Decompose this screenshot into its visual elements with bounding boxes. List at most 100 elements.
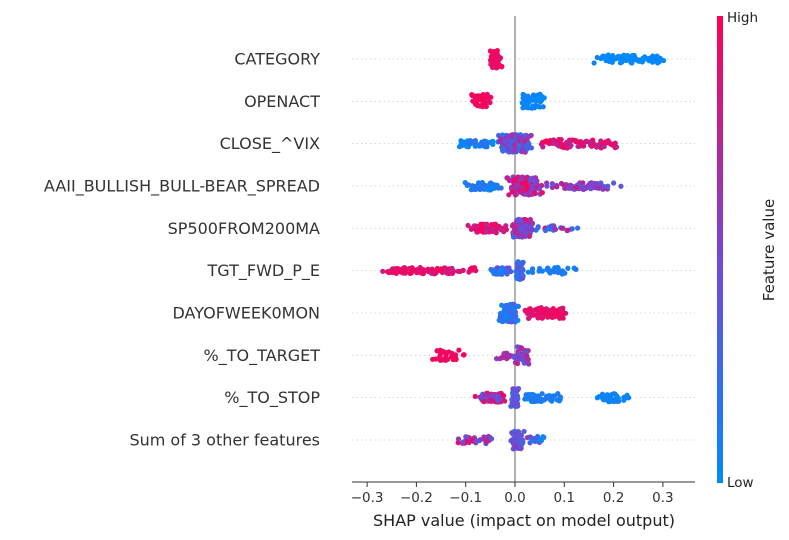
shap-point <box>527 233 533 239</box>
shap-point <box>535 393 541 399</box>
shap-point <box>466 439 472 446</box>
shap-point <box>540 104 546 110</box>
shap-point <box>494 265 500 271</box>
shap-point <box>503 138 509 145</box>
shap-point <box>500 392 507 399</box>
shap-point <box>625 52 631 59</box>
shap-point <box>530 312 536 318</box>
shap-point <box>565 227 571 233</box>
shap-point <box>508 319 515 325</box>
shap-point <box>555 390 561 397</box>
shap-point <box>518 345 525 351</box>
shap-point <box>521 97 527 103</box>
shap-point <box>394 269 401 275</box>
shap-point <box>515 216 522 222</box>
shap-point <box>600 397 606 403</box>
shap-point <box>499 132 506 138</box>
feature-labels: CATEGORY OPENACT CLOSE_^VIX AAII_BULLISH_BU… <box>44 50 320 450</box>
feature-row-points <box>472 386 632 410</box>
shap-point <box>575 143 581 150</box>
colorbar: High Low Feature value <box>717 10 778 491</box>
shap-point <box>521 148 527 154</box>
shap-point <box>521 360 527 366</box>
shap-point <box>525 360 531 366</box>
shap-point <box>568 184 574 190</box>
shap-point <box>539 190 545 196</box>
shap-point <box>530 103 536 109</box>
shap-point <box>456 347 462 353</box>
shap-point <box>573 184 579 191</box>
shap-point <box>446 270 452 277</box>
shap-point <box>544 267 550 273</box>
shap-point <box>417 264 423 271</box>
shap-point <box>557 315 563 321</box>
shap-point <box>519 181 525 187</box>
shap-point <box>525 144 532 150</box>
shap-point <box>610 54 616 60</box>
shap-point <box>525 269 531 275</box>
colorbar-high-label: High <box>727 10 758 26</box>
shap-point <box>474 438 480 444</box>
shap-point <box>531 392 537 398</box>
shap-point <box>493 270 499 276</box>
x-tick-label: −0.1 <box>449 490 482 506</box>
shap-point <box>544 183 550 189</box>
shap-point <box>387 268 393 274</box>
shap-point <box>502 310 508 316</box>
shap-point <box>524 184 530 190</box>
shap-point <box>535 398 541 404</box>
shap-point <box>546 140 552 146</box>
shap-point <box>575 225 581 231</box>
feature-label: CATEGORY <box>234 50 320 69</box>
shap-point <box>545 395 551 401</box>
shap-point <box>532 178 538 184</box>
shap-point <box>611 180 617 186</box>
shap-point <box>573 138 580 144</box>
shap-point <box>612 391 618 397</box>
shap-point <box>500 145 506 151</box>
shap-point <box>494 56 500 62</box>
shap-point <box>504 271 510 277</box>
feature-label: %_TO_TARGET <box>204 346 321 366</box>
colorbar-low-label: Low <box>727 475 754 491</box>
shap-point <box>581 143 587 149</box>
shap-point <box>472 138 478 144</box>
feature-label: OPENACT <box>244 92 320 111</box>
shap-point <box>538 93 545 99</box>
shap-point <box>538 305 544 311</box>
feature-row-points <box>455 428 547 452</box>
shap-point <box>529 396 535 402</box>
shap-point <box>556 398 563 404</box>
shap-point <box>521 428 527 435</box>
shap-point <box>528 176 534 182</box>
shap-point <box>509 189 515 195</box>
feature-label: DAYOFWEEK0MON <box>172 303 320 322</box>
shap-point <box>479 225 486 231</box>
shap-point <box>615 55 621 61</box>
shap-point <box>479 139 485 145</box>
shap-point <box>481 398 487 405</box>
shap-point <box>524 396 530 402</box>
shap-point <box>480 100 487 106</box>
shap-point <box>536 268 542 274</box>
shap-point <box>634 57 640 63</box>
shap-point <box>540 397 546 403</box>
shap-point <box>443 357 449 363</box>
shap-point <box>402 270 408 276</box>
shap-point <box>591 60 597 66</box>
shap-point <box>560 182 567 188</box>
shap-point <box>465 222 471 229</box>
x-tick-label: −0.3 <box>351 490 384 506</box>
x-axis: −0.3 −0.2 −0.1 0.0 0.1 0.2 0.3 <box>351 481 695 506</box>
shap-point <box>434 267 440 273</box>
shap-point <box>605 138 611 145</box>
shap-point <box>496 62 502 68</box>
shap-point <box>484 439 490 445</box>
shap-point <box>472 101 479 107</box>
shap-point <box>517 432 523 438</box>
shap-point <box>519 260 525 266</box>
shap-point <box>487 99 493 106</box>
shap-point <box>512 192 519 198</box>
shap-point <box>641 56 647 62</box>
shap-point <box>501 229 507 235</box>
